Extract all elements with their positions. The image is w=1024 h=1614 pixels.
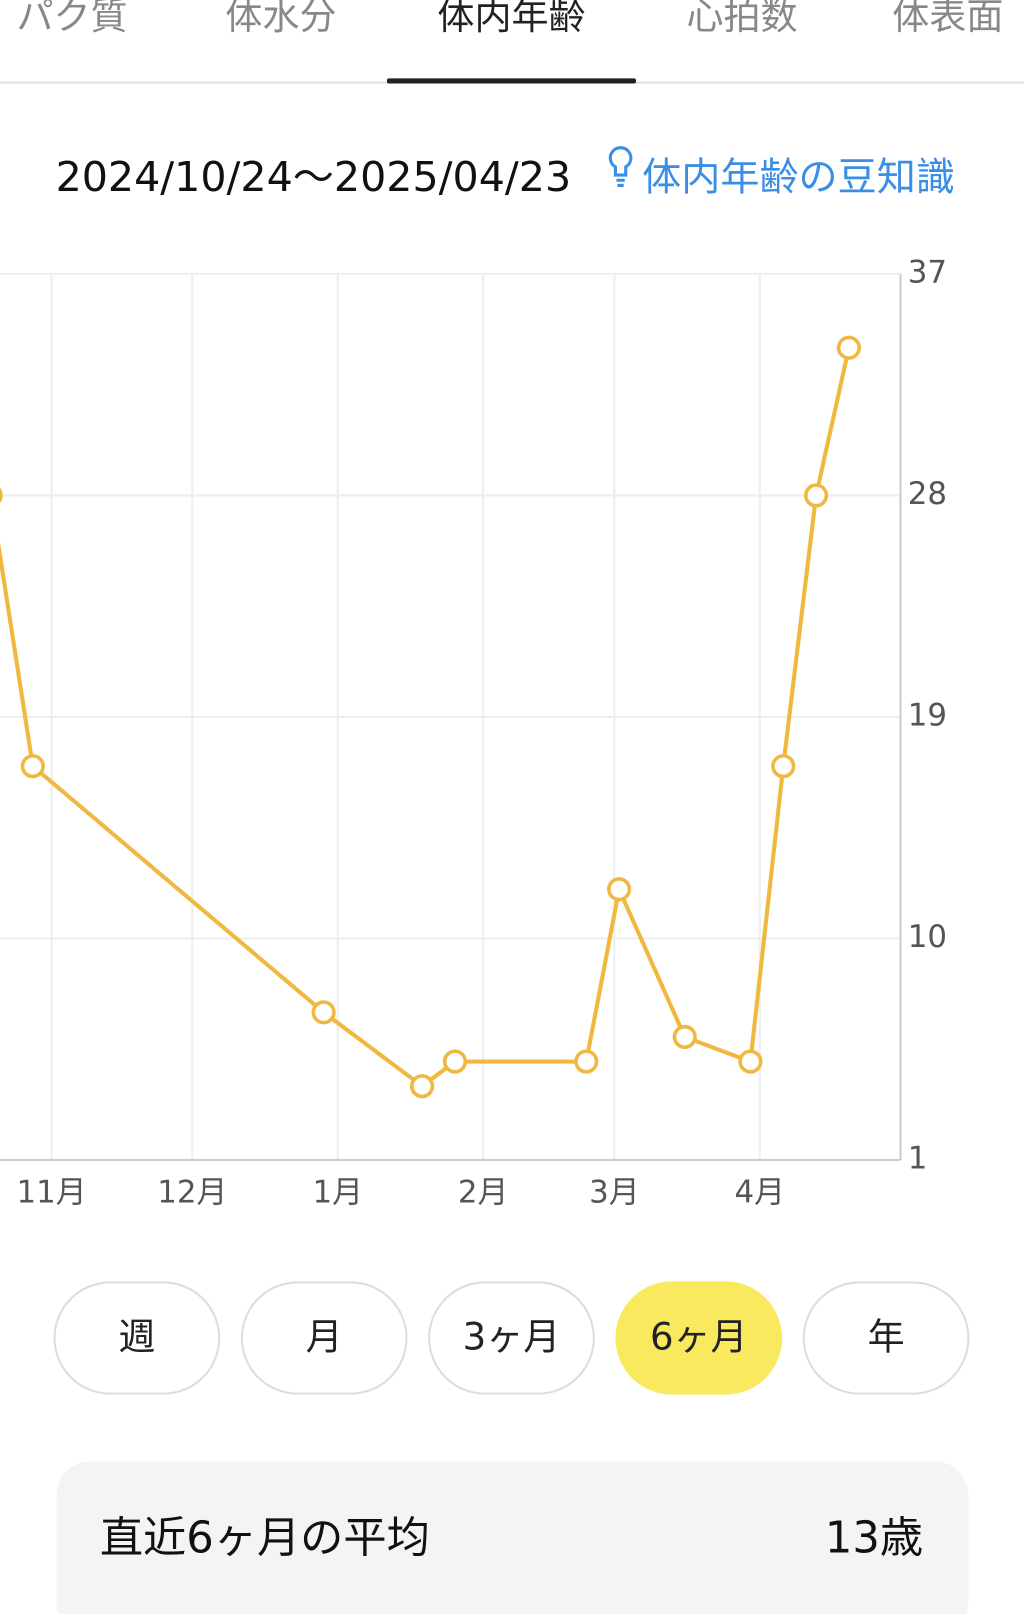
line [0,347,851,1089]
point [20,754,45,779]
point [803,483,829,508]
tab[interactable]: 体表面 [892,0,1003,38]
tab[interactable]: 心拍数 [686,0,797,38]
period-button[interactable] [802,1281,970,1395]
period-button-label[interactable]: 週 [118,1316,155,1359]
point [836,335,862,360]
x-tick-label: 1月 [312,1174,363,1210]
point [672,1024,697,1050]
period-button-label[interactable]: 6ヶ月 [650,1316,748,1359]
period-button[interactable] [615,1281,783,1395]
point [574,1049,599,1074]
point [738,1049,763,1074]
summary-label: 直近6ヶ月の平均 [100,1513,430,1563]
x-tick-label: 11月 [17,1174,87,1210]
y-tick-label: 10 [908,919,947,955]
x-tick-label: 4月 [735,1174,786,1210]
info-link-text[interactable]: 体内年齢の豆知識 [642,156,955,201]
y-tick-label: 28 [908,476,947,512]
y-tick-label: 1 [908,1140,928,1176]
period-button-label[interactable]: 年 [868,1316,905,1359]
point [410,1074,435,1099]
period-button[interactable] [428,1281,595,1395]
y-tick-label: 37 [908,254,947,290]
tab-underline [386,78,637,84]
point [442,1049,468,1074]
summary-card [56,1461,969,1614]
bulb-icon [608,146,633,187]
x-tick-label: 12月 [157,1174,227,1210]
plot-area [0,335,862,1099]
point [607,877,632,902]
tab[interactable]: 体水分 [225,0,336,38]
y-tick-label: 19 [908,697,947,733]
tab[interactable]: 体内年齢 [437,0,585,38]
date-range: 2024/10/24〜2025/04/23 [56,153,572,201]
info-link[interactable]: 体内年齢の豆知識 [608,146,955,201]
point [771,754,796,779]
period-button[interactable] [53,1281,221,1395]
point [311,1000,336,1025]
point [0,487,3,504]
summary-value: 13歳 [825,1513,923,1563]
x-tick-label: 2月 [458,1174,509,1210]
period-button[interactable] [240,1281,408,1395]
x-tick-label: 3月 [589,1174,640,1210]
tab[interactable]: パク質 [16,0,127,38]
period-button-label[interactable]: 月 [306,1316,343,1359]
period-button-label[interactable]: 3ヶ月 [463,1316,561,1359]
